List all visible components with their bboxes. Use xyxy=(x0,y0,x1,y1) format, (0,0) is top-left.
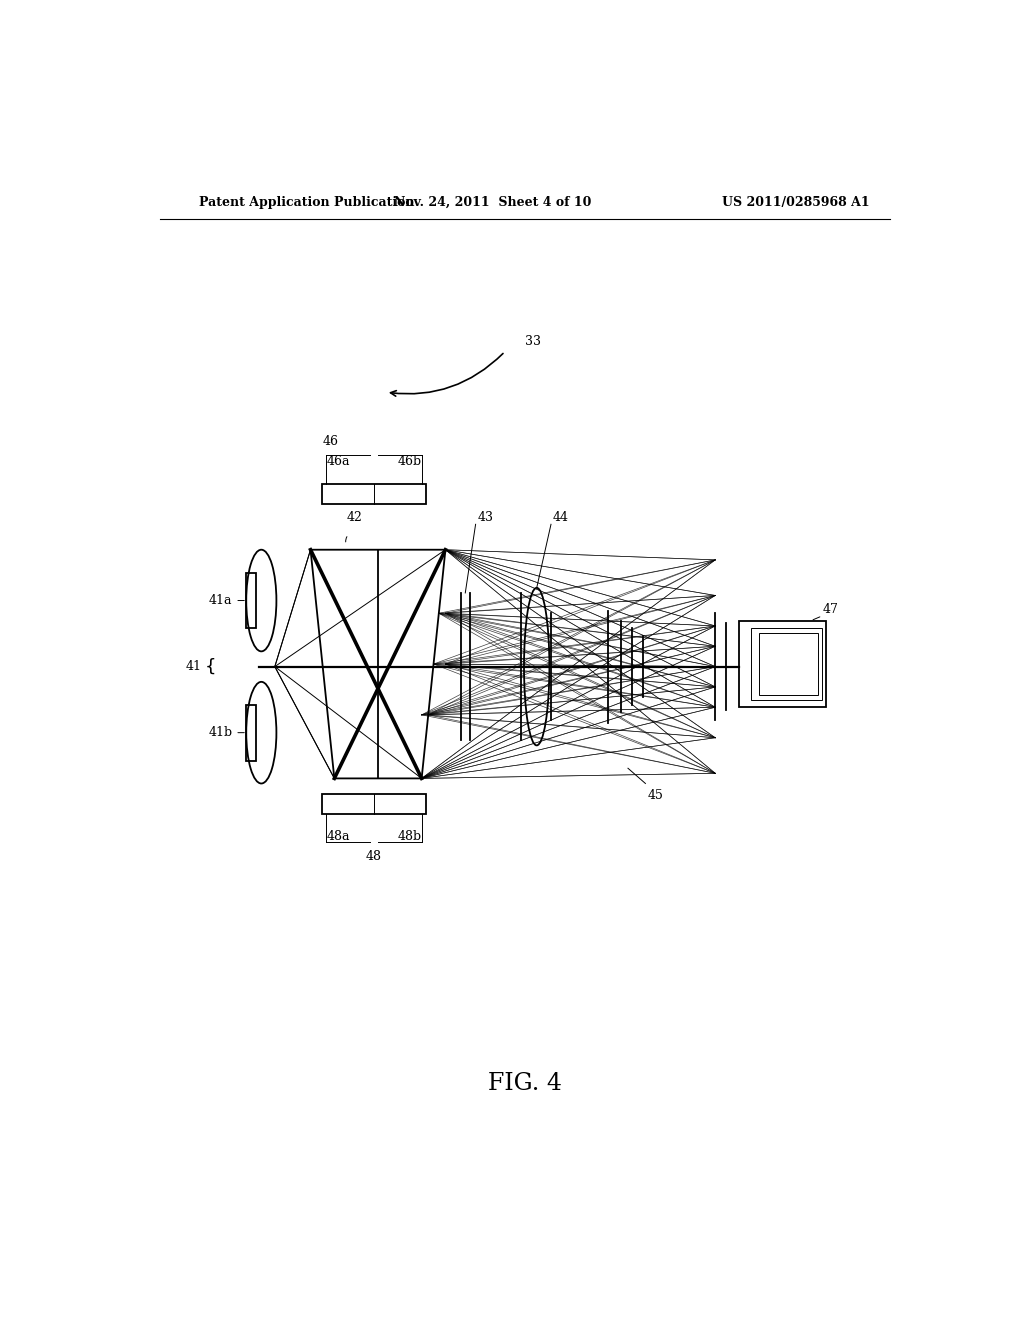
Bar xyxy=(759,634,818,696)
Text: 41a: 41a xyxy=(209,594,232,607)
Text: 48a: 48a xyxy=(327,830,350,843)
Text: {: { xyxy=(205,657,216,676)
Text: US 2011/0285968 A1: US 2011/0285968 A1 xyxy=(722,195,870,209)
Text: 45: 45 xyxy=(648,788,664,801)
Text: 44: 44 xyxy=(553,511,568,524)
Bar xyxy=(246,573,256,628)
Text: 48b: 48b xyxy=(397,830,422,843)
Text: Patent Application Publication: Patent Application Publication xyxy=(200,195,415,209)
Text: 42: 42 xyxy=(346,511,362,524)
Text: Nov. 24, 2011  Sheet 4 of 10: Nov. 24, 2011 Sheet 4 of 10 xyxy=(394,195,592,209)
Text: 46b: 46b xyxy=(397,455,422,467)
Text: 48: 48 xyxy=(366,850,382,862)
Text: 43: 43 xyxy=(477,511,494,524)
Bar xyxy=(323,793,426,814)
Bar xyxy=(323,483,426,504)
Text: 41: 41 xyxy=(185,660,202,673)
Text: 47: 47 xyxy=(822,603,839,615)
Bar xyxy=(739,620,826,708)
Text: 46a: 46a xyxy=(327,455,350,467)
Text: FIG. 4: FIG. 4 xyxy=(487,1072,562,1094)
Bar xyxy=(751,628,822,700)
Text: 33: 33 xyxy=(524,335,541,348)
Bar xyxy=(246,705,256,760)
Text: 41b: 41b xyxy=(209,726,233,739)
Text: 46: 46 xyxy=(323,436,338,447)
